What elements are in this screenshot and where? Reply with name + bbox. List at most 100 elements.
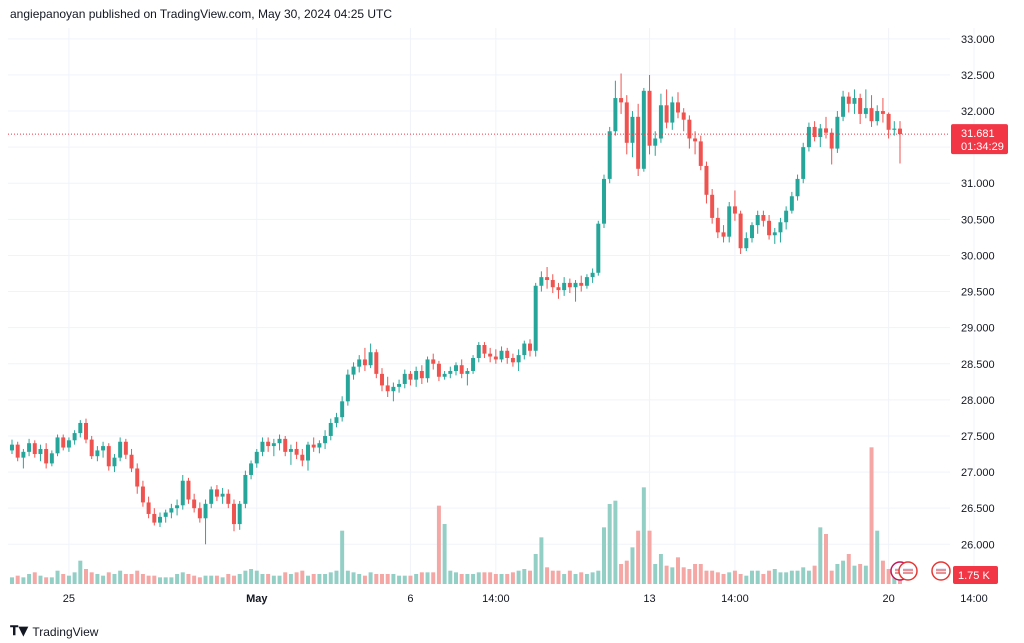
- volume-bar: [340, 530, 345, 584]
- volume-bar: [596, 570, 601, 584]
- y-tick-label: 32.000: [961, 106, 995, 118]
- flag-icon: [936, 568, 946, 574]
- volume-label[interactable]: Vol: [17, 49, 33, 61]
- volume-bar: [442, 524, 447, 584]
- y-tick-label: 27.000: [961, 467, 995, 479]
- volume-bar: [95, 574, 100, 584]
- candle-body: [528, 343, 532, 351]
- volume-bar: [368, 572, 373, 584]
- volume-bar: [795, 570, 800, 584]
- candle-body: [89, 439, 94, 457]
- volume-bar: [522, 569, 527, 584]
- candle-body: [300, 454, 305, 461]
- change-value: −0.077 (−0.24%): [408, 34, 491, 46]
- volume-bar: [886, 569, 891, 584]
- volume-bar: [408, 575, 413, 584]
- candle-body: [72, 433, 77, 441]
- volume-bar: [55, 570, 60, 584]
- volume-bar: [44, 577, 49, 584]
- candle-body: [869, 108, 874, 122]
- volume-bar: [653, 564, 658, 584]
- candle-body: [254, 451, 259, 464]
- volume-bar: [203, 575, 208, 584]
- tradingview-logo-icon[interactable]: 𝐓▼: [10, 624, 29, 639]
- candle-body: [21, 451, 26, 458]
- volume-bar: [431, 572, 436, 584]
- candle-body: [886, 113, 891, 130]
- candle-body: [579, 282, 584, 286]
- volume-bar: [140, 574, 145, 584]
- candle-body: [892, 128, 897, 130]
- volume-bar: [72, 572, 77, 584]
- candle-body: [414, 370, 419, 380]
- symbol-name[interactable]: Silver / U.S. Dollar, 4h, FXOPEN: [17, 34, 176, 46]
- publisher-line: angiepanoyan published on TradingView.co…: [10, 7, 393, 21]
- volume-bar: [277, 575, 282, 584]
- candle-body: [806, 126, 811, 148]
- candle-body: [744, 238, 749, 249]
- volume-bar: [767, 570, 772, 584]
- candle-body: [812, 126, 817, 138]
- candle-body: [647, 90, 652, 146]
- candle-body: [374, 352, 379, 374]
- volume-bar: [146, 575, 151, 584]
- volume-bar: [738, 574, 743, 584]
- candle-body: [175, 505, 180, 509]
- candle-body: [630, 116, 635, 143]
- volume-bar: [482, 572, 487, 584]
- open-label: O: [183, 34, 192, 46]
- x-tick-label: 14:00: [960, 593, 988, 605]
- candle-body: [556, 287, 561, 291]
- volume-bar: [283, 572, 288, 584]
- candle-body: [328, 422, 333, 436]
- volume-bar: [214, 575, 219, 584]
- candle-body: [613, 98, 618, 132]
- candle-body: [368, 352, 373, 366]
- volume-bar: [858, 564, 863, 584]
- low-label: L: [296, 34, 304, 46]
- candle-body: [670, 102, 675, 123]
- candle-body: [493, 356, 498, 360]
- y-tick-label: 29.000: [961, 323, 995, 335]
- volume-bar: [15, 575, 20, 584]
- volume-bar: [334, 570, 339, 584]
- candle-body: [664, 105, 669, 123]
- volume-bar: [710, 570, 715, 584]
- candle-body: [448, 370, 453, 374]
- candle-body: [624, 102, 629, 143]
- candle-body: [522, 343, 527, 356]
- volume-bar: [681, 567, 686, 584]
- volume-bar: [32, 572, 37, 584]
- volume-bar: [209, 575, 214, 584]
- y-tick-label: 29.500: [961, 287, 995, 299]
- candle-body: [476, 344, 481, 358]
- event-marker-icon: [898, 561, 918, 581]
- volume-bar: [562, 574, 567, 584]
- candle-body: [95, 450, 100, 457]
- volume-bar: [772, 569, 777, 584]
- flag-icon: [895, 568, 905, 574]
- candle-body: [61, 437, 66, 448]
- candle-body: [55, 437, 60, 454]
- volume-bar: [345, 570, 350, 584]
- candle-body: [704, 165, 709, 195]
- volume-bar: [533, 554, 538, 584]
- volume-bar: [607, 504, 612, 584]
- volume-bar: [448, 570, 453, 584]
- candle-body: [858, 98, 863, 114]
- footer-brand[interactable]: TradingView: [32, 624, 99, 639]
- candle-body: [471, 357, 476, 371]
- volume-bar: [670, 567, 675, 584]
- candle-body: [203, 503, 208, 519]
- candle-body: [385, 385, 390, 392]
- candle-body: [249, 463, 254, 475]
- candle-body: [78, 422, 83, 434]
- price-axis: 33.000 32.500 32.000 31.500 31.000 30.500 30.0…: [961, 34, 995, 551]
- volume-bar: [402, 575, 407, 584]
- volume-bar: [852, 565, 857, 584]
- candle-body: [738, 213, 743, 249]
- volume-bar: [493, 574, 498, 584]
- candle-body: [408, 373, 413, 380]
- candle-body: [602, 178, 606, 224]
